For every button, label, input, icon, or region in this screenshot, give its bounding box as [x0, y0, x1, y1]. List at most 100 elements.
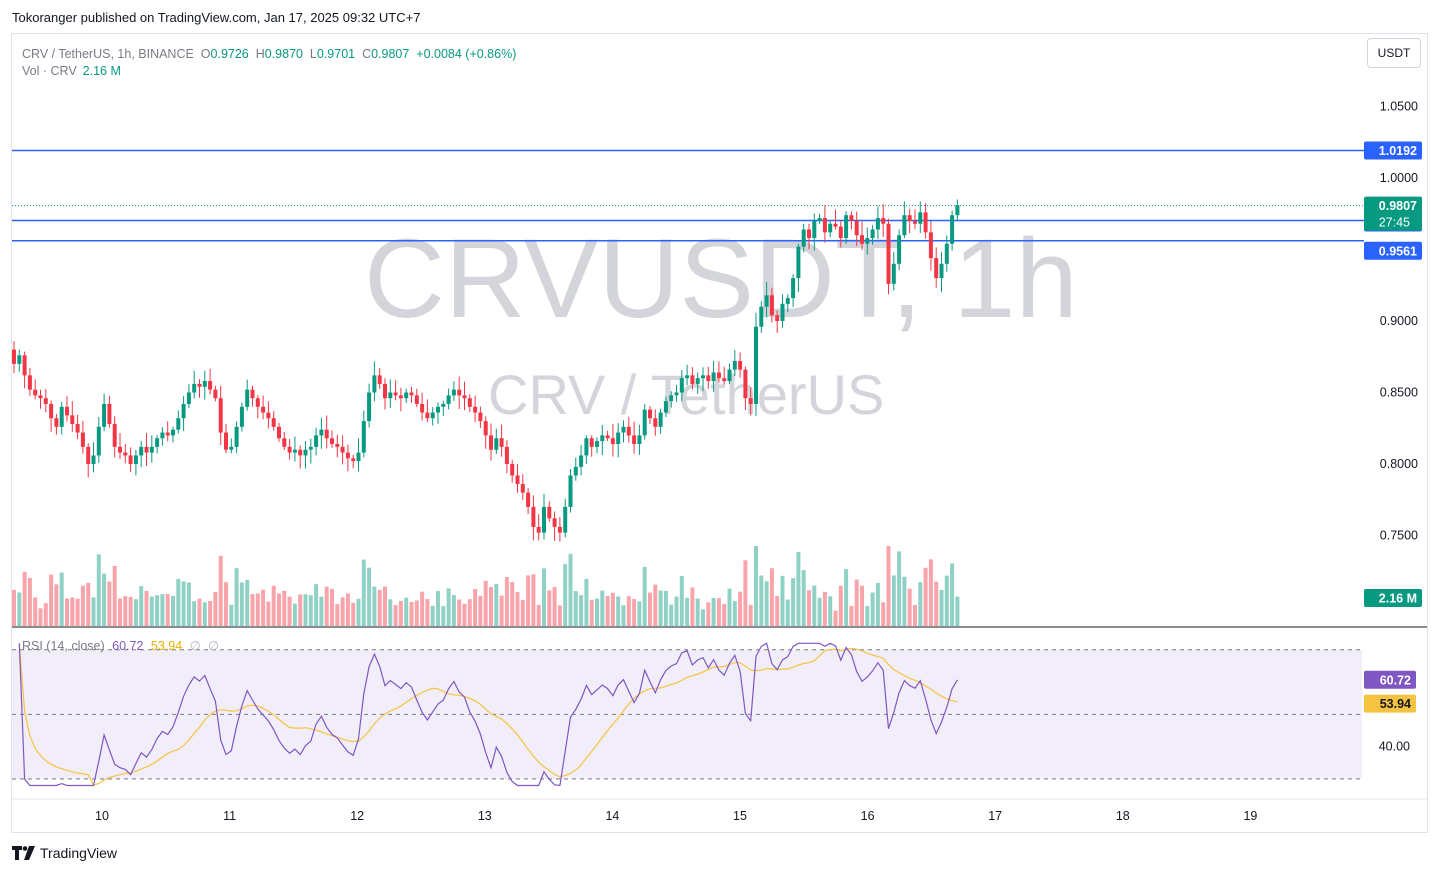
symbol-title[interactable]: CRV / TetherUS, 1h, BINANCE — [22, 47, 194, 61]
chart-frame — [11, 33, 1428, 833]
candle-body — [743, 369, 748, 399]
candle-body — [324, 429, 329, 439]
volume-bar — [727, 588, 732, 626]
rsi-legend: RSI (14, close) 60.72 53.94 ∅ ∅ — [22, 639, 219, 653]
candle — [70, 401, 75, 432]
volume-bar — [632, 599, 637, 626]
volume-bar — [902, 576, 907, 626]
volume-bar — [398, 600, 403, 626]
volume-legend: Vol · CRV 2.16 M — [22, 64, 121, 78]
candle-body — [361, 421, 366, 453]
candle — [192, 370, 197, 399]
candle-body — [499, 438, 504, 447]
candle-body — [22, 355, 27, 376]
volume-bar — [849, 605, 854, 626]
candle-body — [807, 229, 811, 239]
candle-body — [17, 355, 22, 364]
candle-body — [632, 435, 637, 444]
volume-bar — [261, 589, 266, 626]
candle-body — [563, 506, 568, 533]
candle — [451, 381, 456, 401]
volume-bar — [674, 596, 679, 626]
candle-body — [287, 446, 292, 453]
candle — [176, 410, 181, 434]
candle-body — [520, 484, 525, 493]
volume-bar — [796, 551, 801, 626]
volume-bar — [330, 588, 334, 626]
rsi-axis-label-box — [1364, 670, 1416, 689]
volume-bar — [791, 578, 796, 626]
candle — [128, 447, 133, 472]
candle-body — [356, 452, 361, 462]
candle-body — [923, 212, 928, 233]
candle-body — [918, 212, 923, 224]
candle-body — [208, 381, 213, 390]
candle-body — [155, 438, 160, 447]
volume-bar — [441, 606, 446, 626]
volume-bar — [133, 599, 138, 626]
volume-bar — [367, 567, 372, 626]
candle-body — [261, 406, 266, 413]
volume-bar — [473, 589, 478, 626]
candle-body — [86, 446, 91, 464]
candle — [510, 459, 515, 483]
change-value: +0.0084 (+0.86%) — [416, 47, 517, 61]
candle — [478, 406, 483, 428]
candle-body — [801, 229, 806, 247]
volume-bar — [595, 598, 599, 626]
candle — [526, 488, 531, 515]
candle-body — [91, 455, 96, 464]
level-price-label-box — [1364, 241, 1422, 260]
tradingview-logo[interactable]: TradingView — [12, 845, 117, 861]
candle — [420, 392, 425, 421]
candle — [764, 282, 769, 318]
candle — [520, 474, 525, 500]
currency-button[interactable]: USDT — [1367, 38, 1421, 68]
candle-body — [298, 449, 303, 456]
volume-bar — [38, 608, 43, 626]
candle — [234, 421, 239, 454]
volume-bar — [679, 575, 684, 626]
candle-body — [441, 403, 446, 407]
candle-body — [473, 406, 478, 413]
candle-body — [335, 443, 340, 447]
candle — [383, 378, 387, 410]
candle-body — [33, 389, 38, 396]
candle — [531, 495, 536, 541]
candle-body — [865, 238, 870, 244]
volume-bar — [213, 591, 218, 626]
candle — [679, 370, 684, 402]
candle-body — [96, 426, 101, 456]
volume-bar — [563, 564, 568, 626]
volume-bar — [202, 602, 207, 626]
candle — [277, 423, 281, 442]
candle — [865, 227, 870, 255]
volume-bar — [27, 577, 32, 626]
volume-bar — [520, 600, 525, 626]
volume-bar — [759, 575, 764, 626]
volume-bar — [425, 599, 430, 626]
time-tick-label: 15 — [733, 809, 747, 823]
volume-bar — [817, 597, 822, 626]
candle — [552, 511, 557, 541]
volume-bar — [499, 595, 504, 626]
candle — [308, 438, 313, 464]
publisher-caption: Tokoranger published on TradingView.com,… — [12, 10, 421, 25]
last-price-box — [1364, 196, 1422, 231]
rsi-title[interactable]: RSI (14, close) — [22, 639, 105, 653]
candle-body — [658, 412, 663, 427]
candle-body — [950, 215, 955, 244]
volume-bar — [197, 598, 202, 626]
candle-body — [229, 446, 234, 450]
rsi-ma-value: 53.94 — [150, 639, 183, 653]
candle-body — [610, 438, 615, 444]
volume-title[interactable]: Vol · CRV — [22, 64, 77, 78]
volume-bar — [891, 575, 896, 626]
candle — [563, 498, 568, 538]
candle-body — [775, 315, 780, 321]
volume-bar — [653, 584, 658, 626]
candle — [785, 294, 790, 312]
candle-body — [690, 375, 695, 384]
candle-body — [75, 423, 80, 433]
